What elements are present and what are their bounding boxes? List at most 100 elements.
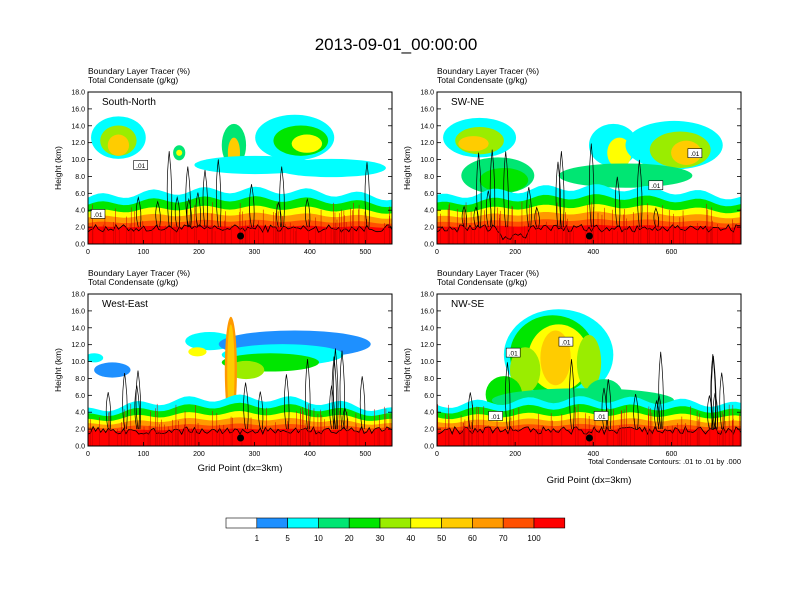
y-tick-label: 10.0 bbox=[71, 359, 85, 366]
condensate-contour bbox=[305, 359, 311, 430]
condensate-contour bbox=[155, 200, 161, 228]
condensate-contour bbox=[257, 391, 264, 430]
plot-frame bbox=[87, 293, 393, 447]
y-tick-label: 0.0 bbox=[424, 242, 434, 249]
condensate-contour bbox=[614, 176, 621, 228]
condensate-contour bbox=[329, 385, 335, 430]
x-tick-label: 100 bbox=[138, 249, 150, 256]
condensate-contour bbox=[707, 395, 713, 430]
y-axis-label: Height (km) bbox=[402, 146, 412, 190]
condensate-contour bbox=[331, 356, 338, 430]
x-tick-label: 200 bbox=[193, 451, 205, 458]
x-tick-label: 300 bbox=[249, 249, 261, 256]
panel-name: SW-NE bbox=[451, 97, 484, 108]
condensate-contour bbox=[174, 196, 181, 228]
colorbar-box bbox=[502, 517, 535, 529]
contour-label: .01 bbox=[561, 340, 570, 347]
subtitle-tracer: Boundary Layer Tracer (%) bbox=[88, 268, 190, 278]
contour-label-box bbox=[505, 347, 521, 358]
x-tick-label: 300 bbox=[249, 451, 261, 458]
colorbar-label: 10 bbox=[314, 534, 323, 543]
x-tick-label: 400 bbox=[304, 451, 316, 458]
condensate-contour bbox=[559, 151, 565, 228]
tracer-blob bbox=[94, 362, 131, 378]
y-tick-label: 4.0 bbox=[75, 208, 85, 215]
y-axis-label: Height (km) bbox=[402, 348, 412, 392]
y-tick-label: 0.0 bbox=[75, 444, 85, 451]
y-tick-label: 8.0 bbox=[75, 376, 85, 383]
y-tick-label: 14.0 bbox=[420, 123, 434, 130]
x-tick-label: 200 bbox=[509, 249, 521, 256]
contour-label: .01 bbox=[93, 212, 102, 219]
plot-area bbox=[88, 294, 392, 446]
condensate-contour bbox=[215, 159, 222, 228]
x-tick-label: 200 bbox=[509, 451, 521, 458]
tracer-blob bbox=[176, 149, 183, 156]
y-tick-label: 10.0 bbox=[420, 359, 434, 366]
x-tick-label: 400 bbox=[304, 249, 316, 256]
tracer-blob bbox=[276, 158, 386, 178]
plot-area: .01 .01 .01 .01 bbox=[437, 294, 741, 446]
panel-name: NW-SE bbox=[451, 299, 484, 310]
subtitle-condensate: Total Condensate (g/kg) bbox=[88, 75, 178, 85]
subtitle-condensate: Total Condensate (g/kg) bbox=[88, 277, 178, 287]
plot-area: .01 .01 bbox=[437, 92, 741, 244]
tracer-blob bbox=[227, 324, 235, 416]
x-tick-label: 0 bbox=[86, 451, 90, 458]
colorbar-box bbox=[472, 517, 504, 529]
y-tick-label: 2.0 bbox=[75, 427, 85, 434]
condensate-contour bbox=[339, 350, 346, 430]
contour-label: .01 bbox=[690, 151, 699, 158]
condensate-contour bbox=[105, 392, 112, 430]
y-tick-label: 18.0 bbox=[420, 292, 434, 299]
x-tick-label: 0 bbox=[435, 249, 439, 256]
y-tick-label: 10.0 bbox=[71, 157, 85, 164]
panel-nw-se: .01 .01 .01 .01 0.0 2.0 4.0 6.0 8.0 10.0 12.0 14.0 1… bbox=[402, 268, 742, 486]
y-tick-label: 8.0 bbox=[424, 174, 434, 181]
y-tick-label: 12.0 bbox=[420, 342, 434, 349]
condensate-contour bbox=[476, 152, 482, 228]
contour-label-box bbox=[488, 411, 503, 421]
panel-name: West-East bbox=[102, 299, 148, 310]
y-tick-label: 12.0 bbox=[71, 342, 85, 349]
contour-label: .01 bbox=[651, 183, 660, 190]
tracer-blob bbox=[227, 360, 265, 380]
subtitle-condensate: Total Condensate (g/kg) bbox=[437, 277, 527, 287]
y-tick-label: 8.0 bbox=[424, 376, 434, 383]
condensate-contour bbox=[467, 392, 474, 430]
x-tick-label: 500 bbox=[360, 451, 372, 458]
condensate-contour bbox=[654, 399, 660, 430]
colorbar-label: 60 bbox=[468, 534, 477, 543]
y-tick-label: 14.0 bbox=[71, 123, 85, 130]
condensate-contour bbox=[633, 394, 639, 430]
x-axis-label: Grid Point (dx=3km) bbox=[547, 475, 632, 486]
x-tick-label: 500 bbox=[360, 249, 372, 256]
x-tick-label: 400 bbox=[587, 451, 599, 458]
y-tick-label: 6.0 bbox=[75, 393, 85, 400]
x-tick-label: 0 bbox=[435, 451, 439, 458]
condensate-contour bbox=[555, 161, 562, 228]
y-tick-label: 16.0 bbox=[420, 308, 434, 315]
plot-frame bbox=[436, 91, 742, 245]
contour-label: .01 bbox=[136, 163, 145, 170]
contour-label-box bbox=[687, 148, 703, 158]
condensate-contour bbox=[637, 159, 643, 228]
condensate-contour bbox=[359, 376, 366, 430]
colorbar-box bbox=[533, 517, 566, 529]
y-tick-label: 14.0 bbox=[71, 325, 85, 332]
panel-name: South-North bbox=[102, 97, 156, 108]
tracer-blob bbox=[509, 347, 541, 393]
location-marker bbox=[585, 232, 593, 240]
plot-frame bbox=[87, 91, 393, 245]
panel-sw-ne: .01 .01 0.0 2.0 4.0 6.0 8.0 10.0 12.0 14.0 16.0 18.… bbox=[402, 66, 742, 256]
tracer-blob bbox=[558, 163, 693, 188]
y-tick-label: 18.0 bbox=[71, 90, 85, 97]
condensate-contour bbox=[569, 359, 575, 430]
plot-area: .01 .01 bbox=[88, 92, 392, 244]
condensate-contour bbox=[656, 395, 663, 430]
condensate-contour bbox=[195, 192, 201, 228]
condensate-contour bbox=[185, 166, 191, 228]
condensate-contour bbox=[503, 151, 509, 228]
colorbar-box bbox=[410, 517, 442, 529]
